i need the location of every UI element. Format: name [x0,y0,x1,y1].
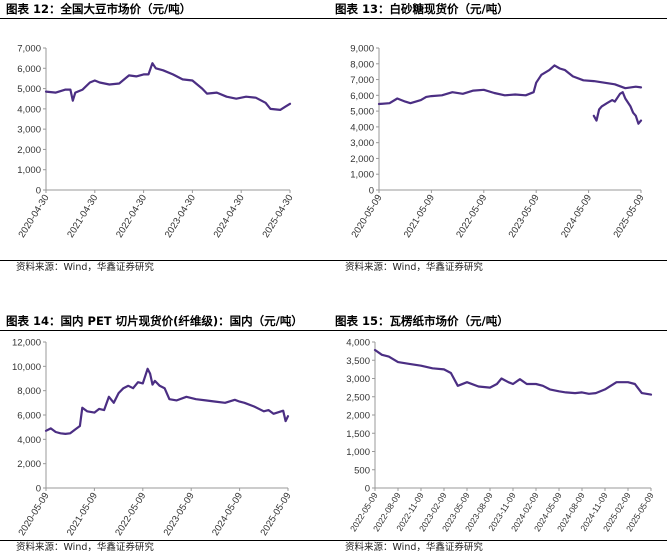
x-tick-label: 2024-04-30 [212,193,247,240]
x-tick-label: 2020-05-09 [349,193,384,240]
x-tick-label: 2023-05-09 [162,491,197,538]
x-tick-label: 2020-04-30 [16,193,51,240]
chart-source: 资料来源：Wind，华鑫证券研究 [0,260,329,275]
x-tick-label: 2024-05-09 [559,193,594,240]
chart-plot: 0 2,000 4,000 6,000 8,000 10,000 12,000 2020-05… [12,338,294,538]
chart-panel-corrugated: 图表 15：瓦楞纸市场价（元/吨） 0 500 1,000 1,500 2,000 2,5… [329,312,667,555]
y-tick-label: 6,000 [17,64,41,75]
x-tick-label: 2024-05-09 [210,491,245,538]
y-tick-label: 2,500 [346,392,370,403]
y-tick-label: 4,000 [17,104,41,115]
x-tick-label: 2021-04-30 [65,193,100,240]
chart-plot: 0 1,000 2,000 3,000 4,000 5,000 6,000 7,000 8,00… [349,44,646,240]
y-tick-label: 6,000 [350,91,374,102]
y-tick-label: 10,000 [12,362,41,373]
y-tick-label: 12,000 [12,338,41,349]
y-tick-label: 3,000 [350,138,374,149]
y-tick-label: 2,000 [17,145,41,156]
y-tick-label: 4,000 [346,338,370,349]
chart-title: 图表 12：全国大豆市场价（元/吨） [0,0,329,19]
series-line-0 [377,64,643,106]
series-line-1 [592,91,643,125]
y-tick-label: 0 [36,484,41,495]
y-tick-label: 6,000 [17,411,41,422]
y-tick-label: 8,000 [350,59,374,70]
x-tick-label: 2025-04-30 [260,193,295,240]
x-tick-label: 2022-04-30 [114,193,149,240]
y-tick-label: 2,000 [346,411,370,422]
x-tick-label: 2025-05-09 [258,491,293,538]
chart-title: 图表 13：白砂糖现货价（元/吨） [329,0,667,19]
chart-panel-pet: 图表 14：国内 PET 切片现货价(纤维级)：国内（元/吨） 0 2,000 4,… [0,312,329,555]
y-tick-label: 0 [365,484,370,495]
x-tick-label: 2023-05-09 [507,193,542,240]
series-line-0 [373,348,653,396]
series-line-0 [44,367,290,436]
y-tick-label: 5,000 [17,84,41,95]
y-tick-label: 1,000 [350,170,374,181]
y-tick-label: 2,000 [350,154,374,165]
y-tick-label: 1,500 [346,429,370,440]
y-tick-label: 4,000 [350,122,374,133]
x-tick-label: 2021-05-09 [402,193,437,240]
chart-source: 资料来源：Wind，华鑫证券研究 [0,540,329,555]
y-tick-label: 2,000 [17,459,41,470]
chart-panel-soybean: 图表 12：全国大豆市场价（元/吨） 0 1,000 2,000 3,000 4,000… [0,0,329,276]
chart-panel-sugar: 图表 13：白砂糖现货价（元/吨） 0 1,000 2,000 3,000 4,000 5… [329,0,667,276]
y-tick-label: 1,000 [346,447,370,458]
y-tick-label: 8,000 [17,386,41,397]
y-tick-label: 1,000 [17,165,41,176]
chart-plot: 0 1,000 2,000 3,000 4,000 5,000 6,000 7,000 2020… [16,44,295,240]
chart-plot: 05001,0001,5002,0002,5003,0003,5004,0002… [346,338,656,534]
chart-title: 图表 15：瓦楞纸市场价（元/吨） [329,312,667,331]
y-tick-label: 3,000 [17,125,41,136]
x-tick-label: 2023-04-30 [163,193,198,240]
y-tick-label: 0 [36,186,41,197]
series-line-0 [44,62,292,112]
x-tick-label: 2020-05-09 [16,491,51,538]
y-tick-label: 9,000 [350,44,374,55]
y-tick-label: 7,000 [17,44,41,55]
y-tick-label: 3,500 [346,356,370,367]
y-tick-label: 500 [354,465,370,476]
y-tick-label: 0 [369,186,374,197]
y-tick-label: 5,000 [350,107,374,118]
y-tick-label: 3,000 [346,374,370,385]
x-tick-label: 2022-05-09 [113,491,148,538]
x-tick-label: 2022-05-09 [454,193,489,240]
y-tick-label: 4,000 [17,435,41,446]
chart-title: 图表 14：国内 PET 切片现货价(纤维级)：国内（元/吨） [0,312,329,331]
y-tick-label: 7,000 [350,75,374,86]
chart-source: 资料来源：Wind，华鑫证券研究 [329,540,667,555]
x-tick-label: 2021-05-09 [65,491,100,538]
x-tick-label: 2025-05-09 [611,193,646,240]
chart-source: 资料来源：Wind，华鑫证券研究 [329,260,667,275]
